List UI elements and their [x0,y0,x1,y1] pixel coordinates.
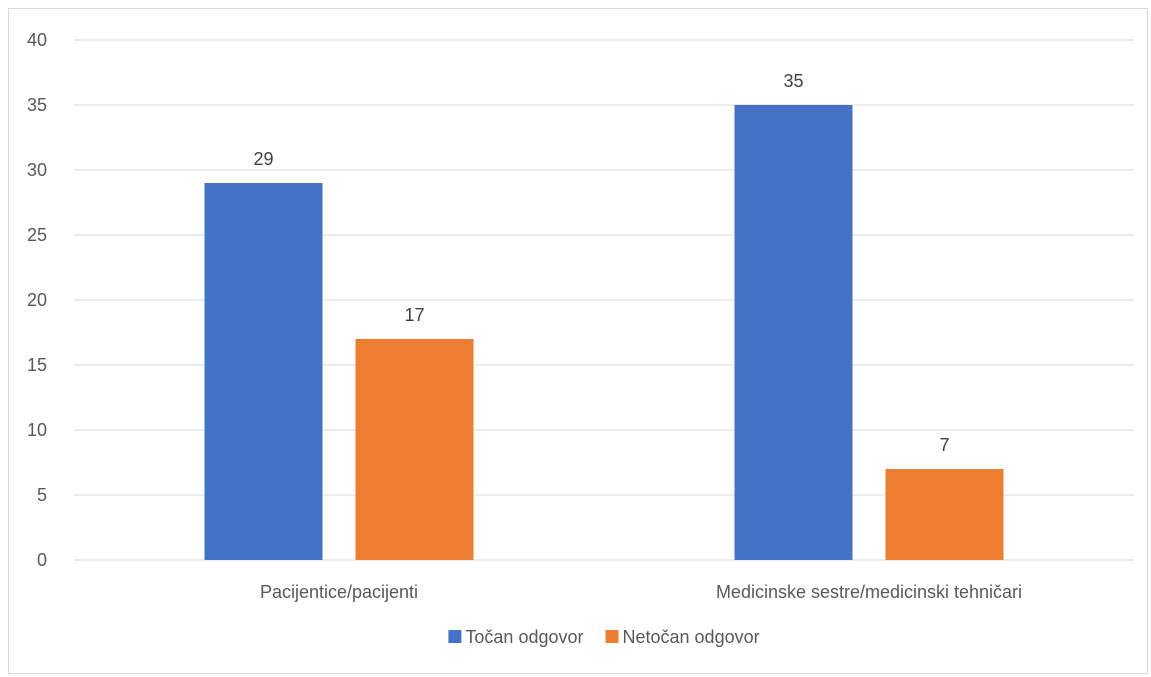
data-label-1-1: 7 [939,435,949,455]
y-tick-label-20: 20 [27,290,47,310]
category-label-0: Pacijentice/pacijenti [260,582,418,602]
y-tick-label-30: 30 [27,160,47,180]
category-label-1: Medicinske sestre/medicinski tehničari [716,582,1022,602]
y-axis-ticks: 0 5 10 15 20 25 30 35 40 [27,30,47,570]
y-tick-label-10: 10 [27,420,47,440]
data-label-0-1: 35 [783,71,803,91]
legend-swatch [448,630,462,643]
y-tick-label-35: 35 [27,95,47,115]
legend-label: Točan odgovor [465,627,583,647]
y-tick-label-5: 5 [37,485,47,505]
legend-item: Točan odgovor [448,627,584,647]
category-labels: Pacijentice/pacijenti Medicinske sestre/m… [260,582,1022,602]
bar-tocan-0 [204,183,323,560]
y-tick-label-25: 25 [27,225,47,245]
bars [204,105,1004,560]
bar-tocan-1 [734,105,853,560]
data-label-0-0: 29 [253,149,273,169]
legend-swatch [605,630,619,643]
data-labels: 29 17 35 7 [253,71,949,455]
data-label-1-0: 17 [404,305,424,325]
y-tick-label-40: 40 [27,30,47,50]
legend-label: Netočan odgovor [623,627,760,647]
chart-frame [8,8,1148,674]
bar-netocan-0 [355,339,474,560]
legend: Točan odgovor Netočan odgovor [448,627,760,647]
legend-item: Netočan odgovor [605,627,760,647]
y-tick-label-0: 0 [37,550,47,570]
y-tick-label-15: 15 [27,355,47,375]
bar-netocan-1 [885,469,1004,560]
